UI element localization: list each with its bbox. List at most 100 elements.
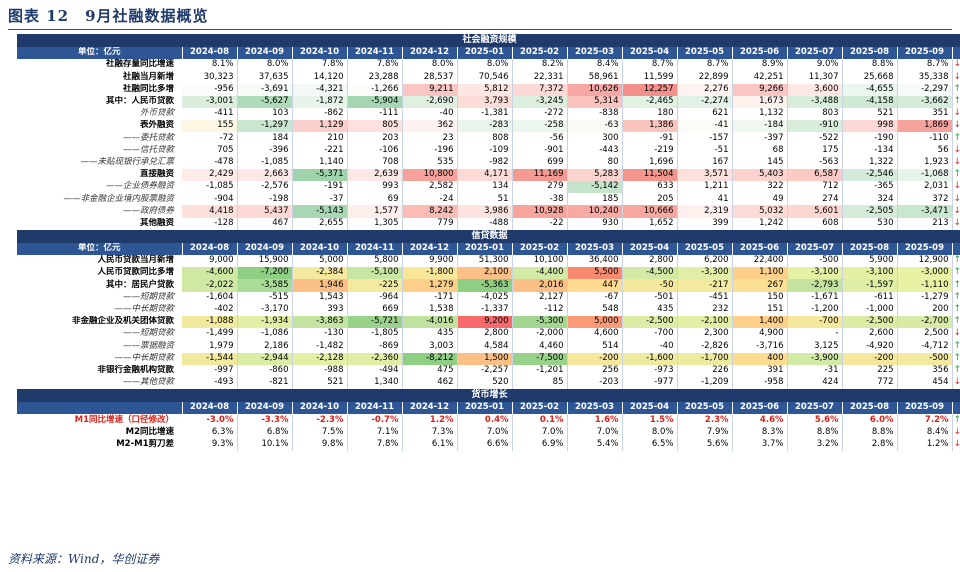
value-cell: -3.3% xyxy=(237,414,293,427)
value-cell: 803 xyxy=(787,107,843,121)
value-cell: 5,900 xyxy=(842,255,898,268)
value-cell: 10,240 xyxy=(567,205,623,218)
arrow-up-icon: ↑ xyxy=(952,169,960,181)
value-cell: 28,537 xyxy=(402,71,458,84)
value-cell: 23 xyxy=(402,132,458,145)
value-cell: 3,600 xyxy=(787,83,843,96)
value-cell: 205 xyxy=(622,193,678,206)
value-cell: 1,400 xyxy=(732,315,788,329)
value-cell: -3,900 xyxy=(787,352,843,365)
value-cell: 203 xyxy=(347,132,403,145)
value-cell: 535 xyxy=(402,156,458,169)
value-cell: -1,805 xyxy=(347,328,403,341)
table-row: ——短期贷款 -1,604 -515 1,543 -964 -171 -4,025 2,127… xyxy=(17,291,960,304)
value-cell: 11,599 xyxy=(622,71,678,84)
value-cell: 11,169 xyxy=(512,168,568,182)
arrow-down-icon: ↓ xyxy=(952,71,960,83)
row-label: 社融当月新增 xyxy=(17,71,182,83)
value-cell: 5,601 xyxy=(787,205,843,218)
row-label-text: M2同比增速 xyxy=(125,426,174,437)
value-cell: 155 xyxy=(182,120,238,133)
value-cell: -1,482 xyxy=(292,340,348,353)
column-header-month: 2025-01 xyxy=(457,242,513,255)
arrow-up-icon: ↑ xyxy=(952,279,960,291)
table-row: ——短期贷款 -1,499 -1,086 -130 -1,805 435 2,800 -2,0… xyxy=(17,328,960,341)
value-cell: 5,283 xyxy=(567,168,623,182)
value-cell: 1,279 xyxy=(402,279,458,292)
value-cell: 210 xyxy=(292,132,348,145)
value-cell: -3,585 xyxy=(237,279,293,292)
row-label-text: ——短期贷款 xyxy=(122,291,174,302)
value-cell: 3,793 xyxy=(457,95,513,108)
value-cell: 70,546 xyxy=(457,71,513,84)
value-cell: 608 xyxy=(787,217,843,230)
value-cell: 22,331 xyxy=(512,71,568,84)
value-cell: -451 xyxy=(677,291,733,304)
value-cell: -958 xyxy=(732,376,788,390)
arrow-down-icon: ↓ xyxy=(952,205,960,217)
value-cell: -862 xyxy=(292,107,348,121)
value-cell: 5.4% xyxy=(567,438,623,451)
value-cell: 7.2% xyxy=(897,414,953,427)
value-cell: 2,127 xyxy=(512,291,568,304)
column-header-row: 单位：亿元 2024-08 2024-09 2024-10 2024-11 2024-12… xyxy=(17,47,960,60)
column-header-row: 2024-08 2024-09 2024-10 2024-11 2024-12 2025-… xyxy=(17,402,960,415)
value-cell: 322 xyxy=(732,181,788,194)
value-cell: 669 xyxy=(347,303,403,316)
row-label-text: ——未贴现银行承兑汇票 xyxy=(80,156,174,167)
value-cell: -904 xyxy=(182,193,238,206)
value-cell: 779 xyxy=(402,217,458,230)
value-cell: 1,923 xyxy=(897,156,953,169)
value-cell: 548 xyxy=(567,303,623,316)
value-cell: 0.1% xyxy=(512,414,568,427)
value-cell: 68 xyxy=(732,144,788,157)
value-cell: 1.5% xyxy=(622,414,678,427)
row-label-text: ——中长期贷款 xyxy=(114,352,174,363)
value-cell: 1,696 xyxy=(622,156,678,169)
column-header-month: 2025-01 xyxy=(457,402,513,415)
value-cell: -38 xyxy=(512,193,568,206)
value-cell: -196 xyxy=(402,144,458,157)
value-cell: -5,371 xyxy=(292,168,348,182)
value-cell: 362 xyxy=(402,120,458,133)
value-cell: -56 xyxy=(512,132,568,145)
value-cell: -5,363 xyxy=(457,279,513,292)
row-label: ——企业债券融资 xyxy=(17,181,182,193)
value-cell: 998 xyxy=(842,120,898,133)
value-cell: 3.2% xyxy=(787,438,843,451)
value-cell: -1,200 xyxy=(787,303,843,316)
value-cell: 8.0% xyxy=(402,59,458,72)
value-cell: 2,319 xyxy=(677,205,733,218)
column-header-month: 2025-03 xyxy=(567,47,623,60)
arrow-up-icon: ↑ xyxy=(952,292,960,304)
arrow-up-icon: ↑ xyxy=(952,96,960,108)
row-label-text: M1同比增速 xyxy=(74,414,123,425)
value-cell: 51,300 xyxy=(457,255,513,268)
table-row: 社融当月新增 30,323 37,635 14,120 23,288 28,537 70,5… xyxy=(17,71,960,84)
row-label-text: 人民币贷款当月新增 xyxy=(97,255,174,266)
value-cell: -3,691 xyxy=(237,83,293,96)
row-label-text: 社融存量同比增速 xyxy=(105,59,174,70)
value-cell: -1,600 xyxy=(622,352,678,365)
value-cell: -2,576 xyxy=(237,181,293,194)
row-label-text: 表外融资 xyxy=(139,120,174,131)
value-cell: -982 xyxy=(457,156,513,169)
row-label: 表外融资 xyxy=(17,120,182,132)
value-cell: 8.8% xyxy=(842,59,898,72)
column-header-month: 2024-11 xyxy=(347,402,403,415)
value-cell: 51 xyxy=(457,193,513,206)
value-cell: 1,543 xyxy=(292,291,348,304)
table-row: 人民币贷款当月新增 9,000 15,900 5,000 5,800 9,900 51,30… xyxy=(17,255,960,268)
column-header-row: 单位：亿元 2024-08 2024-09 2024-10 2024-11 2024-12… xyxy=(17,242,960,255)
table-row: M2同比增速 6.3% 6.8% 7.5% 7.1% 7.3% 7.0% 7.0% 7.0% 8.… xyxy=(17,426,960,439)
row-label: 直接融资 xyxy=(17,169,182,181)
column-header-month: 2025-08 xyxy=(842,402,898,415)
value-cell: 279 xyxy=(512,181,568,194)
social-financing-table: 社会融资规模 单位：亿元 2024-08 2024-09 2024-10 2024-11 2… xyxy=(17,34,960,451)
value-cell: 184 xyxy=(237,132,293,145)
arrow-down-icon: ↓ xyxy=(952,439,960,451)
value-cell: -964 xyxy=(347,291,403,304)
value-cell: 475 xyxy=(402,364,458,377)
value-cell: -2,257 xyxy=(457,364,513,377)
arrow-down-icon: ↓ xyxy=(952,145,960,157)
